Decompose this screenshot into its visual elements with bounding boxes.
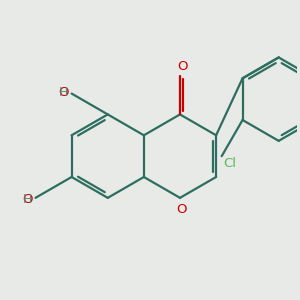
Text: H: H: [58, 86, 68, 99]
Text: H: H: [22, 193, 32, 206]
Text: O: O: [177, 60, 188, 73]
Text: O: O: [22, 193, 33, 206]
Text: O: O: [59, 86, 69, 99]
Text: O: O: [176, 203, 187, 216]
Text: Cl: Cl: [223, 158, 236, 170]
